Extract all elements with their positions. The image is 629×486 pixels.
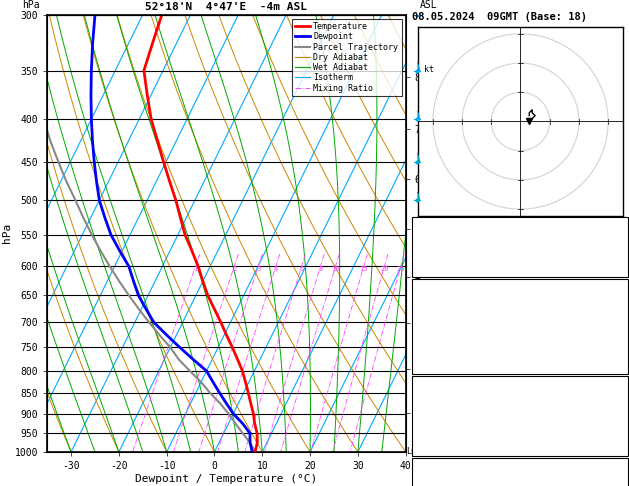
Text: Hodograph: Hodograph (492, 464, 548, 474)
Y-axis label: Mixing Ratio (g/kg): Mixing Ratio (g/kg) (423, 177, 433, 289)
Text: km
ASL: km ASL (420, 0, 438, 10)
Text: 15: 15 (359, 266, 368, 272)
Text: 303: 303 (606, 407, 625, 417)
Text: 1.55: 1.55 (599, 262, 625, 273)
X-axis label: Dewpoint / Temperature (°C): Dewpoint / Temperature (°C) (135, 474, 318, 484)
Text: hPa: hPa (22, 0, 40, 10)
Text: Dewp (°C): Dewp (°C) (415, 312, 471, 321)
Text: 800: 800 (606, 395, 625, 405)
Text: Totals Totals: Totals Totals (415, 244, 496, 254)
Text: 20: 20 (380, 266, 389, 272)
Text: Lifted Index: Lifted Index (415, 337, 490, 347)
Text: 25: 25 (396, 266, 405, 272)
Text: CIN (J): CIN (J) (415, 364, 459, 373)
Text: kt: kt (424, 65, 434, 74)
Text: 0: 0 (618, 433, 625, 443)
Text: θc(K): θc(K) (415, 324, 447, 334)
Text: 2: 2 (232, 266, 237, 272)
Text: 12: 12 (612, 226, 625, 236)
Text: 0: 0 (618, 350, 625, 360)
Text: EH: EH (415, 477, 428, 486)
Title: 52°18'N  4°47'E  -4m ASL: 52°18'N 4°47'E -4m ASL (145, 2, 308, 13)
Text: 297: 297 (606, 324, 625, 334)
Y-axis label: hPa: hPa (2, 223, 12, 243)
Text: 3: 3 (256, 266, 260, 272)
Text: 0: 0 (618, 364, 625, 373)
Text: K: K (415, 226, 421, 236)
Text: 10: 10 (331, 266, 340, 272)
Text: © weatheronline.co.uk: © weatheronline.co.uk (453, 469, 566, 479)
Text: 10: 10 (612, 337, 625, 347)
Text: 8.5: 8.5 (606, 298, 625, 309)
Text: CIN (J): CIN (J) (415, 446, 459, 456)
Text: PW (cm): PW (cm) (415, 262, 459, 273)
Text: LCL: LCL (406, 448, 421, 456)
Text: 45: 45 (612, 244, 625, 254)
Text: 6: 6 (618, 420, 625, 430)
Text: Pressure (mb): Pressure (mb) (415, 395, 496, 405)
Text: CAPE (J): CAPE (J) (415, 350, 465, 360)
Legend: Temperature, Dewpoint, Parcel Trajectory, Dry Adiabat, Wet Adiabat, Isotherm, Mi: Temperature, Dewpoint, Parcel Trajectory… (291, 19, 401, 96)
Text: θc (K): θc (K) (415, 407, 453, 417)
Text: 08.05.2024  09GMT (Base: 18): 08.05.2024 09GMT (Base: 18) (412, 12, 587, 22)
Text: Surface: Surface (498, 285, 542, 295)
Text: CAPE (J): CAPE (J) (415, 433, 465, 443)
Text: 0: 0 (618, 477, 625, 486)
Text: 1: 1 (194, 266, 198, 272)
Text: 4: 4 (274, 266, 278, 272)
Text: Lifted Index: Lifted Index (415, 420, 490, 430)
Text: 6: 6 (299, 266, 304, 272)
Text: 8: 8 (318, 266, 323, 272)
Text: Most Unstable: Most Unstable (479, 382, 560, 392)
Text: 7.9: 7.9 (606, 312, 625, 321)
Text: 0: 0 (618, 446, 625, 456)
Text: Temp (°C): Temp (°C) (415, 298, 471, 309)
